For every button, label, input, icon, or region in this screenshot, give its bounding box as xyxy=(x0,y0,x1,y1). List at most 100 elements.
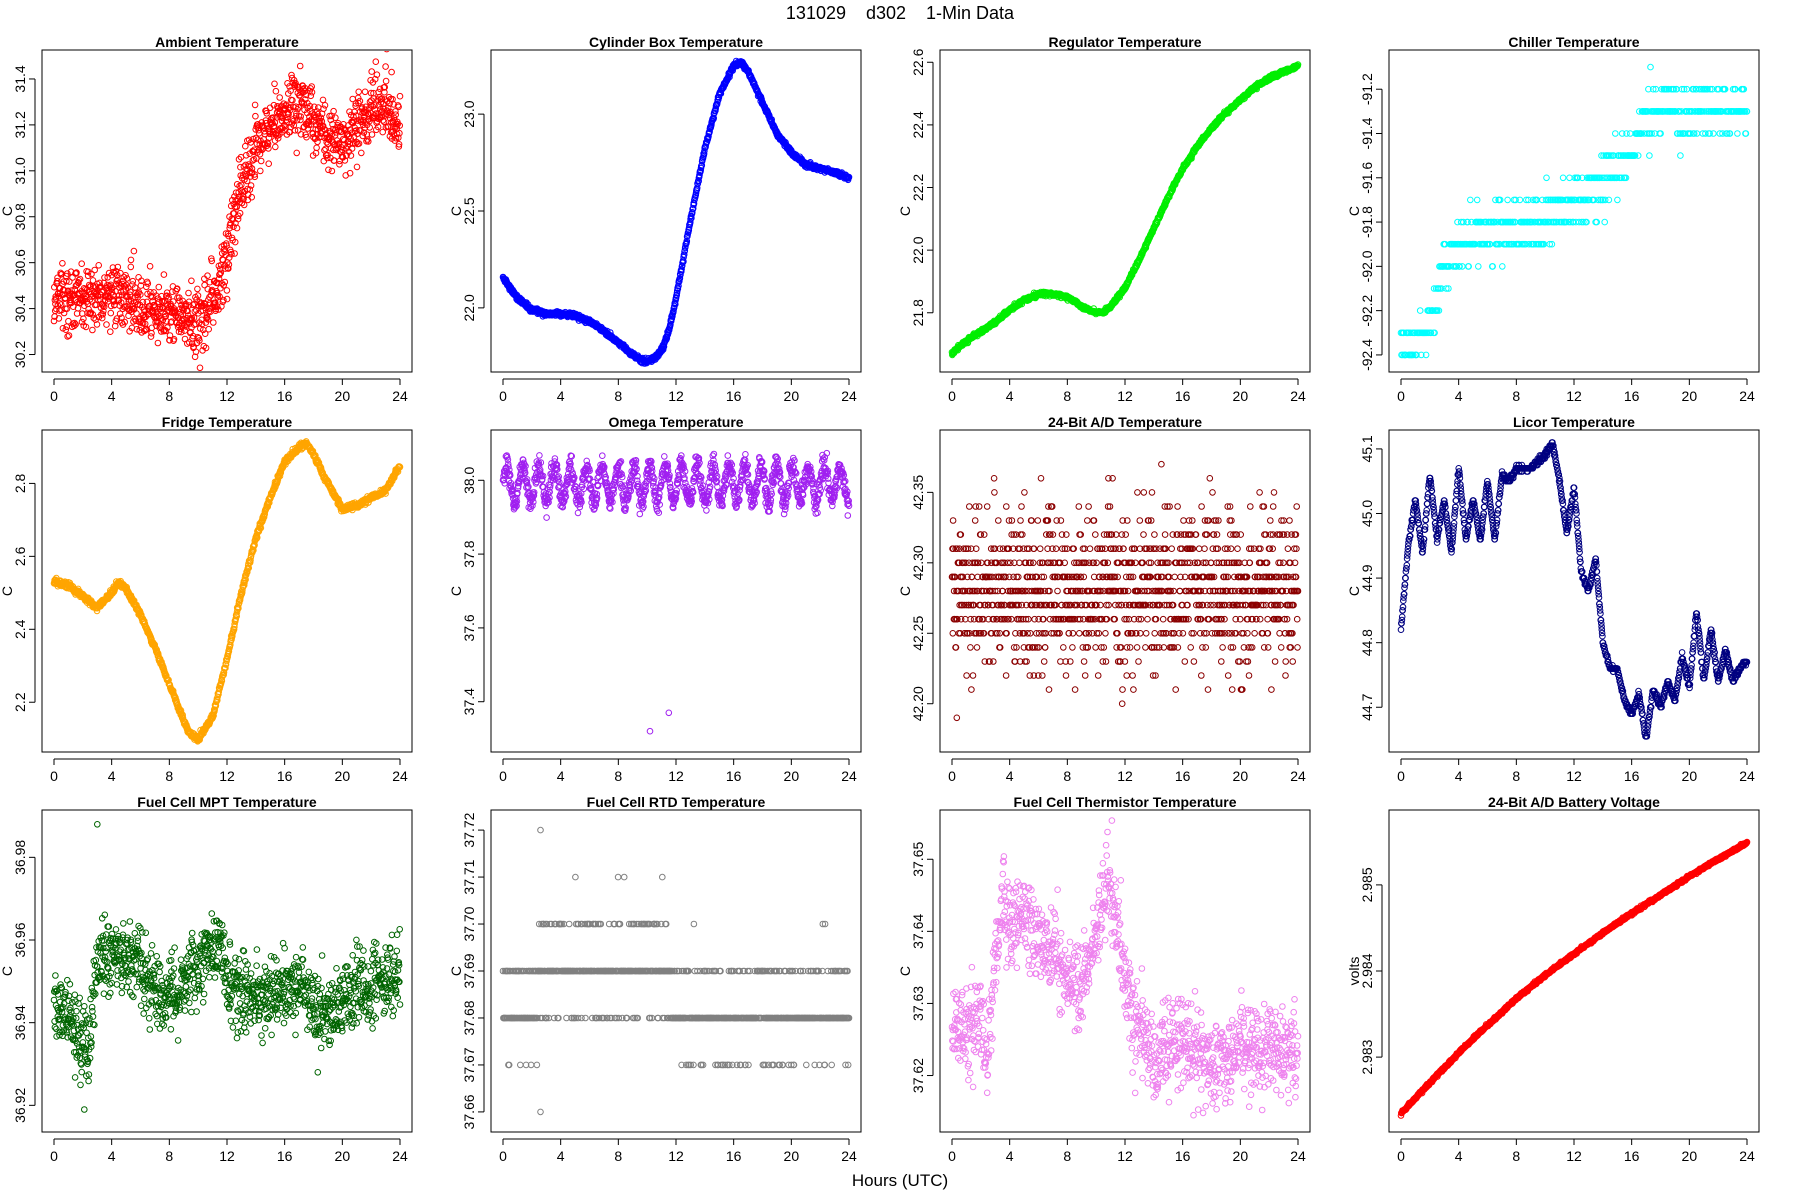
data-point xyxy=(188,314,196,322)
data-point xyxy=(82,323,90,331)
data-point xyxy=(1734,130,1741,137)
data-point xyxy=(1716,130,1724,137)
data-point xyxy=(1704,85,1711,93)
data-point xyxy=(1613,174,1621,182)
data-point xyxy=(392,108,399,115)
data-point xyxy=(1657,130,1664,137)
data-point xyxy=(165,293,172,301)
data-point xyxy=(301,87,309,95)
data-point xyxy=(204,316,212,323)
data-point xyxy=(190,314,198,322)
data-point xyxy=(382,63,389,70)
data-point xyxy=(1499,263,1506,270)
data-point xyxy=(191,308,199,315)
data-point xyxy=(234,215,242,223)
data-point xyxy=(160,271,168,278)
data-point xyxy=(157,321,165,328)
data-point xyxy=(1529,196,1537,204)
data-point xyxy=(1678,85,1686,93)
data-point xyxy=(678,265,685,273)
y-tick-label: 2.4 xyxy=(12,619,28,639)
data-point xyxy=(1445,285,1452,292)
data-point xyxy=(126,291,134,299)
data-point xyxy=(240,201,248,209)
data-point xyxy=(80,285,88,292)
data-point xyxy=(380,105,387,112)
data-point xyxy=(1583,218,1590,226)
data-point xyxy=(1732,85,1739,93)
y-tick-label: 30.8 xyxy=(12,203,28,230)
data-point xyxy=(1601,196,1609,204)
data-point xyxy=(321,102,329,109)
data-point xyxy=(56,300,64,307)
data-point xyxy=(80,315,87,323)
data-point xyxy=(62,326,70,334)
data-point xyxy=(385,93,393,101)
plot-box xyxy=(1388,49,1760,373)
figure-title: 131029 d302 1-Min Data xyxy=(786,3,1015,23)
data-point xyxy=(59,260,66,267)
data-point xyxy=(122,272,129,279)
data-point xyxy=(1724,130,1731,137)
data-point xyxy=(1634,152,1642,159)
data-point xyxy=(264,140,272,148)
x-tick-label: 8 xyxy=(1512,388,1520,404)
data-point xyxy=(308,88,316,96)
data-point xyxy=(263,110,271,117)
data-point xyxy=(355,99,362,107)
data-point xyxy=(242,152,250,159)
data-point xyxy=(271,80,278,88)
data-point xyxy=(1595,196,1602,204)
data-point xyxy=(101,274,108,281)
data-point xyxy=(162,312,169,320)
data-point xyxy=(242,142,249,150)
data-point xyxy=(341,136,348,144)
plot-box xyxy=(490,49,862,373)
data-point xyxy=(314,138,321,146)
data-point xyxy=(330,107,337,115)
data-point xyxy=(93,321,101,328)
data-point xyxy=(1575,218,1583,226)
data-point xyxy=(228,250,235,258)
data-point xyxy=(367,102,375,109)
data-point xyxy=(372,58,380,66)
y-axis-label: C xyxy=(0,206,15,216)
data-point xyxy=(297,131,305,138)
data-point xyxy=(392,111,400,118)
data-point xyxy=(690,200,698,207)
data-point xyxy=(166,332,174,339)
data-point xyxy=(297,113,305,120)
data-point xyxy=(1422,351,1430,359)
data-point xyxy=(147,333,155,340)
data-point xyxy=(249,157,257,164)
data-point xyxy=(1605,196,1613,204)
y-tick-label: 2.8 xyxy=(12,473,28,493)
data-point xyxy=(373,71,381,78)
y-tick-label: 22.2 xyxy=(910,174,926,201)
data-point xyxy=(1702,130,1709,137)
y-tick-label: 31.4 xyxy=(12,65,28,92)
data-point xyxy=(302,91,310,99)
data-point xyxy=(396,92,404,100)
data-point xyxy=(1492,196,1499,204)
data-point xyxy=(1456,263,1463,270)
data-point xyxy=(288,74,296,82)
x-tick-label: 0 xyxy=(499,388,507,404)
data-point xyxy=(251,173,259,181)
chart-title: Fridge Temperature xyxy=(162,414,293,430)
data-point xyxy=(163,292,171,300)
data-point xyxy=(239,172,247,179)
data-point xyxy=(1525,240,1533,248)
data-point xyxy=(346,169,354,177)
y-tick-label: -91.8 xyxy=(1359,206,1375,238)
data-point xyxy=(205,325,212,333)
data-point xyxy=(236,209,244,217)
data-point xyxy=(1601,218,1608,226)
data-point xyxy=(127,256,135,264)
data-point xyxy=(353,127,360,134)
data-point xyxy=(701,147,708,155)
data-point xyxy=(251,171,258,178)
data-point xyxy=(88,270,95,278)
